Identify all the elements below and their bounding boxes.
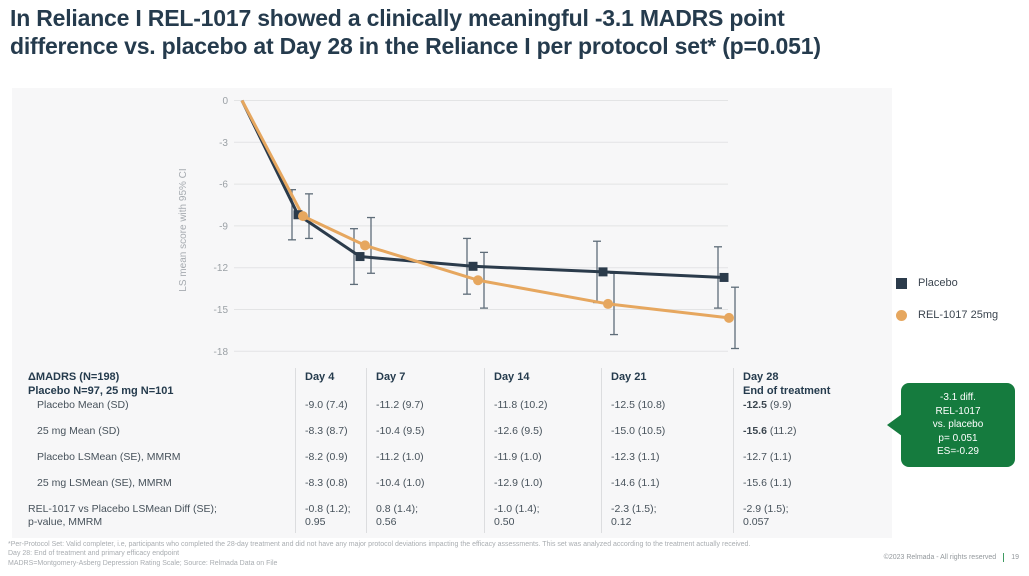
legend-label-rel1017: REL-1017 25mg xyxy=(918,309,999,321)
table-cell: -2.9 (1.5); 0.057 xyxy=(743,503,789,528)
table-cell: -15.6 (11.2) xyxy=(743,425,797,437)
footer-divider xyxy=(1003,553,1005,562)
table-cell: 0.8 (1.4); 0.56 xyxy=(376,503,419,528)
chart-table-panel: 0 -3 -6 -9 -12 -15 -18 LS mean score with 95% C… xyxy=(12,88,892,538)
table-header-label: ΔMADRS (N=198) Placebo N=97, 25 mg N=101 xyxy=(28,371,174,397)
placebo-marker xyxy=(468,261,478,271)
callout-line-2: REL-1017 xyxy=(935,405,981,417)
bold-value: -12.5 xyxy=(743,399,767,411)
slide-footer: ©2023 Relmada - All rights reserved 19 xyxy=(884,553,1019,562)
table-cell: -10.4 (1.0) xyxy=(376,477,425,489)
series-line-placebo xyxy=(240,99,725,279)
row-label: 25 mg Mean (SD) xyxy=(37,425,120,437)
rel1017-marker xyxy=(603,298,613,309)
page-number: 19 xyxy=(1011,554,1019,561)
placebo-square-swatch-icon xyxy=(896,277,907,289)
table-cell: -8.3 (0.8) xyxy=(305,477,348,489)
rel1017-marker xyxy=(360,240,370,251)
table-cell: -9.0 (7.4) xyxy=(305,399,348,411)
rel1017-marker xyxy=(724,312,734,323)
table-cell: -11.9 (1.0) xyxy=(494,451,542,463)
callout-line-3: vs. placebo xyxy=(932,419,984,431)
table-cell: -12.9 (1.0) xyxy=(494,477,543,489)
table-cell: -8.2 (0.9) xyxy=(305,451,348,463)
table-cell: -12.5 (9.9) xyxy=(743,399,792,411)
placebo-marker xyxy=(293,210,303,220)
table-cell: -12.7 (1.1) xyxy=(743,451,792,463)
column-divider xyxy=(295,368,296,533)
legend-item-placebo: Placebo xyxy=(896,277,998,289)
column-divider xyxy=(733,368,734,533)
footnotes: *Per-Protocol Set: Valid completer, i.e,… xyxy=(8,540,750,568)
placebo-marker xyxy=(598,267,608,277)
bold-value: -15.6 xyxy=(743,425,767,437)
chart-legend: Placebo REL-1017 25mg xyxy=(896,277,998,341)
table-cell: -0.8 (1.2); 0.95 xyxy=(305,503,351,528)
y-tick-label: -9 xyxy=(219,221,228,232)
callout-line-5: ES=-0.29 xyxy=(937,446,979,458)
column-divider xyxy=(601,368,602,533)
legend-item-rel1017: REL-1017 25mg xyxy=(896,309,998,321)
table-cell: -14.6 (1.1) xyxy=(611,477,660,489)
table-cell: -11.2 (9.7) xyxy=(376,399,424,411)
row-label: 25 mg LSMean (SE), MMRM xyxy=(37,477,172,489)
copyright-text: ©2023 Relmada - All rights reserved xyxy=(883,554,997,561)
column-divider xyxy=(366,368,367,533)
rel1017-circle-swatch-icon xyxy=(896,309,907,321)
table-cell: -15.6 (1.1) xyxy=(743,477,792,489)
column-header-day-28: Day 28 End of treatment xyxy=(743,371,831,397)
placebo-marker xyxy=(719,272,729,282)
table-cell: -11.2 (1.0) xyxy=(376,451,424,463)
table-cell: -2.3 (1.5); 0.12 xyxy=(611,503,657,528)
table-cell: -1.0 (1.4); 0.50 xyxy=(494,503,540,528)
y-tick-label: -6 xyxy=(219,180,228,191)
column-header-day-21: Day 21 xyxy=(611,371,647,383)
footnote-day28: Day 28: End of treatment and primary eff… xyxy=(8,550,180,558)
column-header-day-7: Day 7 xyxy=(376,371,406,383)
row-label: REL-1017 vs Placebo LSMean Diff (SE); p-… xyxy=(28,503,217,528)
madrs-line-chart: 0 -3 -6 -9 -12 -15 -18 LS mean score with 95% C… xyxy=(178,96,739,358)
slide-title-line2: difference vs. placebo at Day 28 in the … xyxy=(10,32,821,59)
footnote-per-protocol: *Per-Protocol Set: Valid completer, i.e,… xyxy=(8,541,751,548)
placebo-marker xyxy=(355,252,365,262)
result-callout: -3.1 diff. REL-1017 vs. placebo p= 0.051… xyxy=(887,383,1015,467)
table-cell: -12.3 (1.1) xyxy=(611,451,660,463)
callout-line-1: -3.1 diff. xyxy=(940,392,976,404)
y-tick-label: -3 xyxy=(219,138,228,149)
legend-label-placebo: Placebo xyxy=(918,277,958,289)
column-divider xyxy=(484,368,485,533)
series-line-rel1017 xyxy=(240,99,730,320)
slide-title: In Reliance I REL-1017 showed a clinical… xyxy=(10,5,1015,60)
table-cell: -10.4 (9.5) xyxy=(376,425,425,437)
y-tick-label: -18 xyxy=(214,347,229,358)
table-cell: -8.3 (8.7) xyxy=(305,425,348,437)
y-tick-label: 0 xyxy=(222,96,228,107)
slide-title-line1: In Reliance I REL-1017 showed a clinical… xyxy=(10,5,785,31)
y-tick-label: -15 xyxy=(214,305,229,316)
y-axis-title: LS mean score with 95% CI xyxy=(178,168,189,291)
y-tick-label: -12 xyxy=(214,263,229,274)
column-header-day-14: Day 14 xyxy=(494,371,530,383)
table-cell: -11.8 (10.2) xyxy=(494,399,548,411)
callout-line-4: p= 0.051 xyxy=(938,432,978,444)
table-cell: -12.6 (9.5) xyxy=(494,425,543,437)
table-cell: -12.5 (10.8) xyxy=(611,399,666,411)
row-label: Placebo Mean (SD) xyxy=(37,399,129,411)
row-label: Placebo LSMean (SE), MMRM xyxy=(37,451,181,463)
rel1017-marker xyxy=(473,275,483,286)
footnote-madrs: MADRS=Montgomery-Asberg Depression Ratin… xyxy=(8,559,278,567)
column-header-day-4: Day 4 xyxy=(305,371,335,383)
callout-left-arrow-icon xyxy=(887,414,902,436)
rel1017-marker xyxy=(298,211,308,222)
table-cell: -15.0 (10.5) xyxy=(611,425,666,437)
